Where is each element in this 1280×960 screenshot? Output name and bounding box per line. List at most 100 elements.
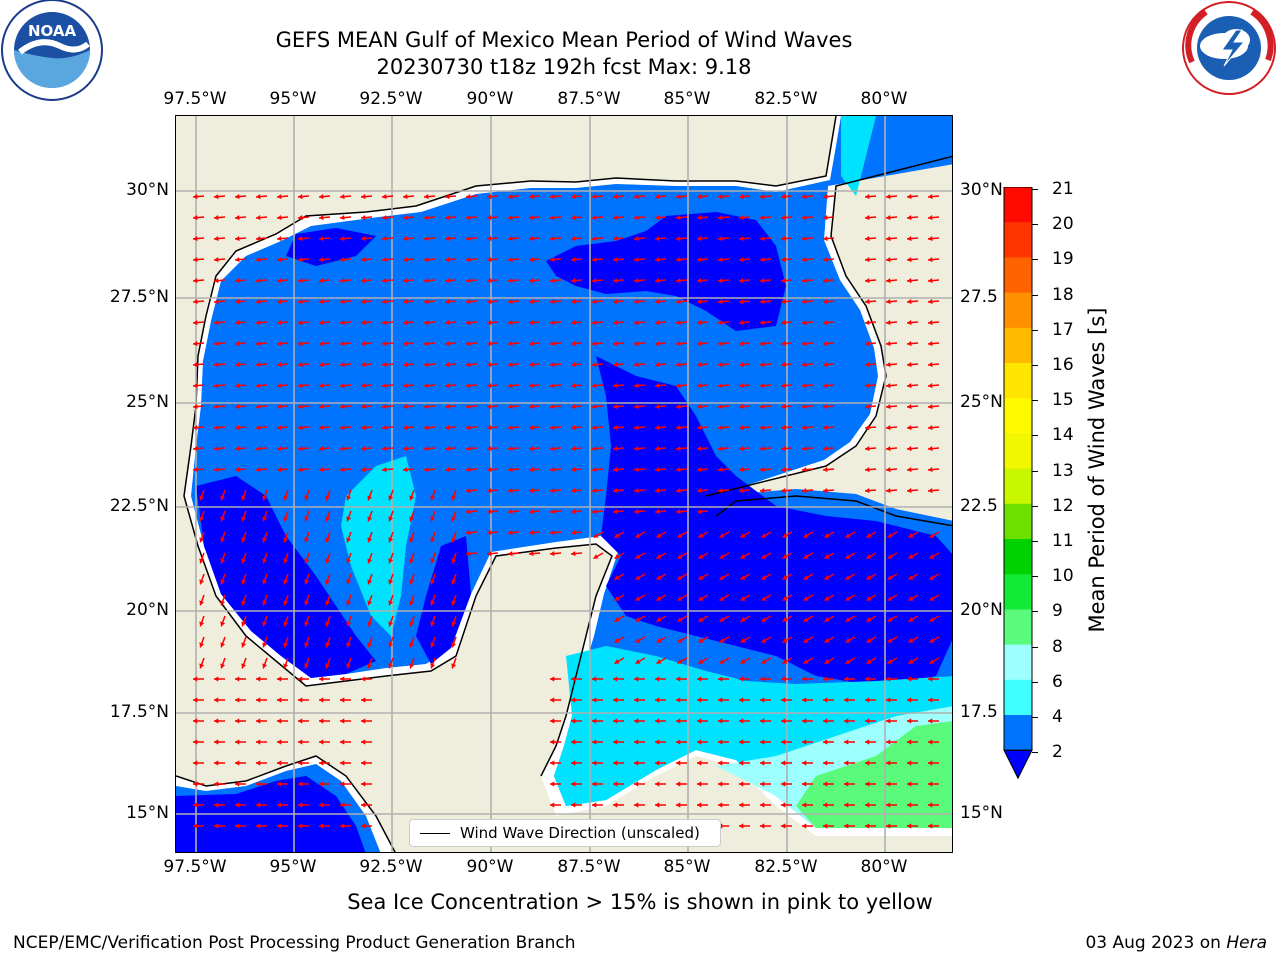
lat-tick-left: 22.5°N (109, 496, 169, 516)
colorbar-segment (1004, 503, 1032, 540)
wind-wave-arrow (367, 489, 373, 501)
wind-wave-arrow (740, 531, 751, 539)
wind-wave-arrow (193, 739, 204, 745)
wind-wave-arrow (698, 657, 709, 665)
wind-wave-arrow (193, 697, 204, 703)
wind-wave-arrow (234, 404, 247, 410)
wind-wave-arrow (613, 781, 624, 787)
wind-wave-arrow (213, 425, 226, 431)
wind-wave-arrow (929, 573, 940, 581)
wind-wave-arrow (388, 615, 394, 627)
wind-wave-arrow (885, 404, 898, 410)
wind-wave-arrow (635, 657, 646, 665)
colorbar-tick (1032, 470, 1038, 472)
wind-wave-arrow (738, 194, 751, 200)
wind-wave-arrow (528, 194, 541, 200)
wind-wave-arrow (276, 320, 289, 326)
wind-wave-arrow (571, 718, 582, 724)
wind-wave-arrow (717, 467, 730, 473)
wind-wave-arrow (591, 278, 604, 284)
wind-wave-arrow (318, 341, 331, 347)
period-band-4-6-atlantic (841, 116, 876, 196)
chart-title: GEFS MEAN Gulf of Mexico Mean Period of … (275, 28, 853, 52)
wind-wave-arrow (360, 383, 373, 389)
wind-wave-arrow (297, 446, 310, 452)
wind-wave-arrow (759, 383, 772, 389)
colorbar-tick (1032, 224, 1038, 226)
wind-wave-arrow (262, 489, 268, 501)
wind-wave-arrow (908, 636, 919, 644)
wind-wave-arrow (241, 531, 247, 543)
wind-wave-arrow (199, 552, 205, 564)
wind-wave-arrow (199, 657, 205, 669)
wind-wave-arrow (276, 278, 289, 284)
wind-wave-arrow (802, 823, 813, 829)
wind-wave-arrow (864, 383, 877, 389)
lat-tick-right: 20°N (960, 600, 1003, 620)
wind-wave-arrow (760, 781, 771, 787)
colorbar-tick (1032, 752, 1038, 754)
wind-wave-arrow (864, 236, 877, 242)
wind-wave-arrow (822, 488, 835, 494)
wind-wave-arrow (801, 467, 814, 473)
wind-wave-arrow (199, 594, 205, 606)
wind-wave-arrow (613, 760, 624, 766)
colorbar-tick-label: 11 (1052, 531, 1074, 551)
wind-wave-arrow (451, 510, 457, 522)
wind-wave-arrow (277, 739, 288, 745)
wind-wave-arrow (388, 636, 394, 648)
wind-wave-arrow (654, 299, 667, 305)
wind-wave-arrow (634, 781, 645, 787)
lon-tick-bottom: 92.5°W (359, 857, 423, 877)
wind-wave-arrow (430, 552, 436, 564)
wind-wave-arrow (451, 636, 457, 648)
wind-wave-arrow (318, 257, 331, 263)
wind-wave-arrow (304, 510, 310, 522)
colorbar-tick (1032, 541, 1038, 542)
wind-wave-arrow (549, 509, 562, 515)
wind-wave-arrow (759, 362, 772, 368)
wind-wave-arrow (340, 739, 351, 745)
wind-wave-arrow (318, 194, 331, 200)
wind-wave-arrow (927, 425, 940, 431)
wind-wave-arrow (740, 573, 751, 581)
wind-wave-arrow (591, 257, 604, 263)
colorbar-tick (1032, 435, 1038, 437)
wind-wave-arrow (388, 510, 394, 522)
wind-wave-arrow (192, 236, 205, 242)
wind-wave-arrow (486, 320, 499, 326)
wind-wave-arrow (845, 573, 856, 581)
wind-wave-arrow (367, 573, 373, 585)
wind-wave-arrow (907, 676, 918, 682)
wind-wave-arrow (213, 299, 226, 305)
wind-wave-arrow (654, 425, 667, 431)
wind-wave-arrow (360, 257, 373, 263)
wind-wave-arrow (759, 320, 772, 326)
wind-wave-arrow (761, 657, 772, 665)
wind-wave-arrow (361, 823, 372, 829)
wave-period-map (176, 116, 952, 852)
wind-wave-arrow (781, 823, 792, 829)
wind-wave-arrow (528, 509, 541, 515)
wind-wave-arrow (759, 425, 772, 431)
wind-wave-arrow (719, 594, 730, 602)
wind-wave-arrow (822, 383, 835, 389)
wind-wave-arrow (346, 531, 352, 543)
wind-wave-arrow (634, 739, 645, 745)
wind-wave-arrow (633, 299, 646, 305)
wind-wave-arrow (571, 802, 582, 808)
wind-wave-arrow (234, 320, 247, 326)
wind-wave-arrow (277, 697, 288, 703)
colorbar-tick (1032, 717, 1038, 718)
wind-wave-arrow (656, 531, 667, 539)
wind-wave-arrow (283, 489, 289, 501)
wind-wave-arrow (718, 739, 729, 745)
wind-wave-arrow (864, 404, 877, 410)
wind-wave-arrow (907, 739, 918, 745)
wind-wave-arrow (613, 697, 624, 703)
wind-wave-arrow (739, 760, 750, 766)
wind-wave-arrow (865, 676, 876, 682)
wind-wave-arrow (507, 425, 520, 431)
wind-wave-arrow (388, 531, 394, 543)
wind-wave-arrow (318, 215, 331, 221)
